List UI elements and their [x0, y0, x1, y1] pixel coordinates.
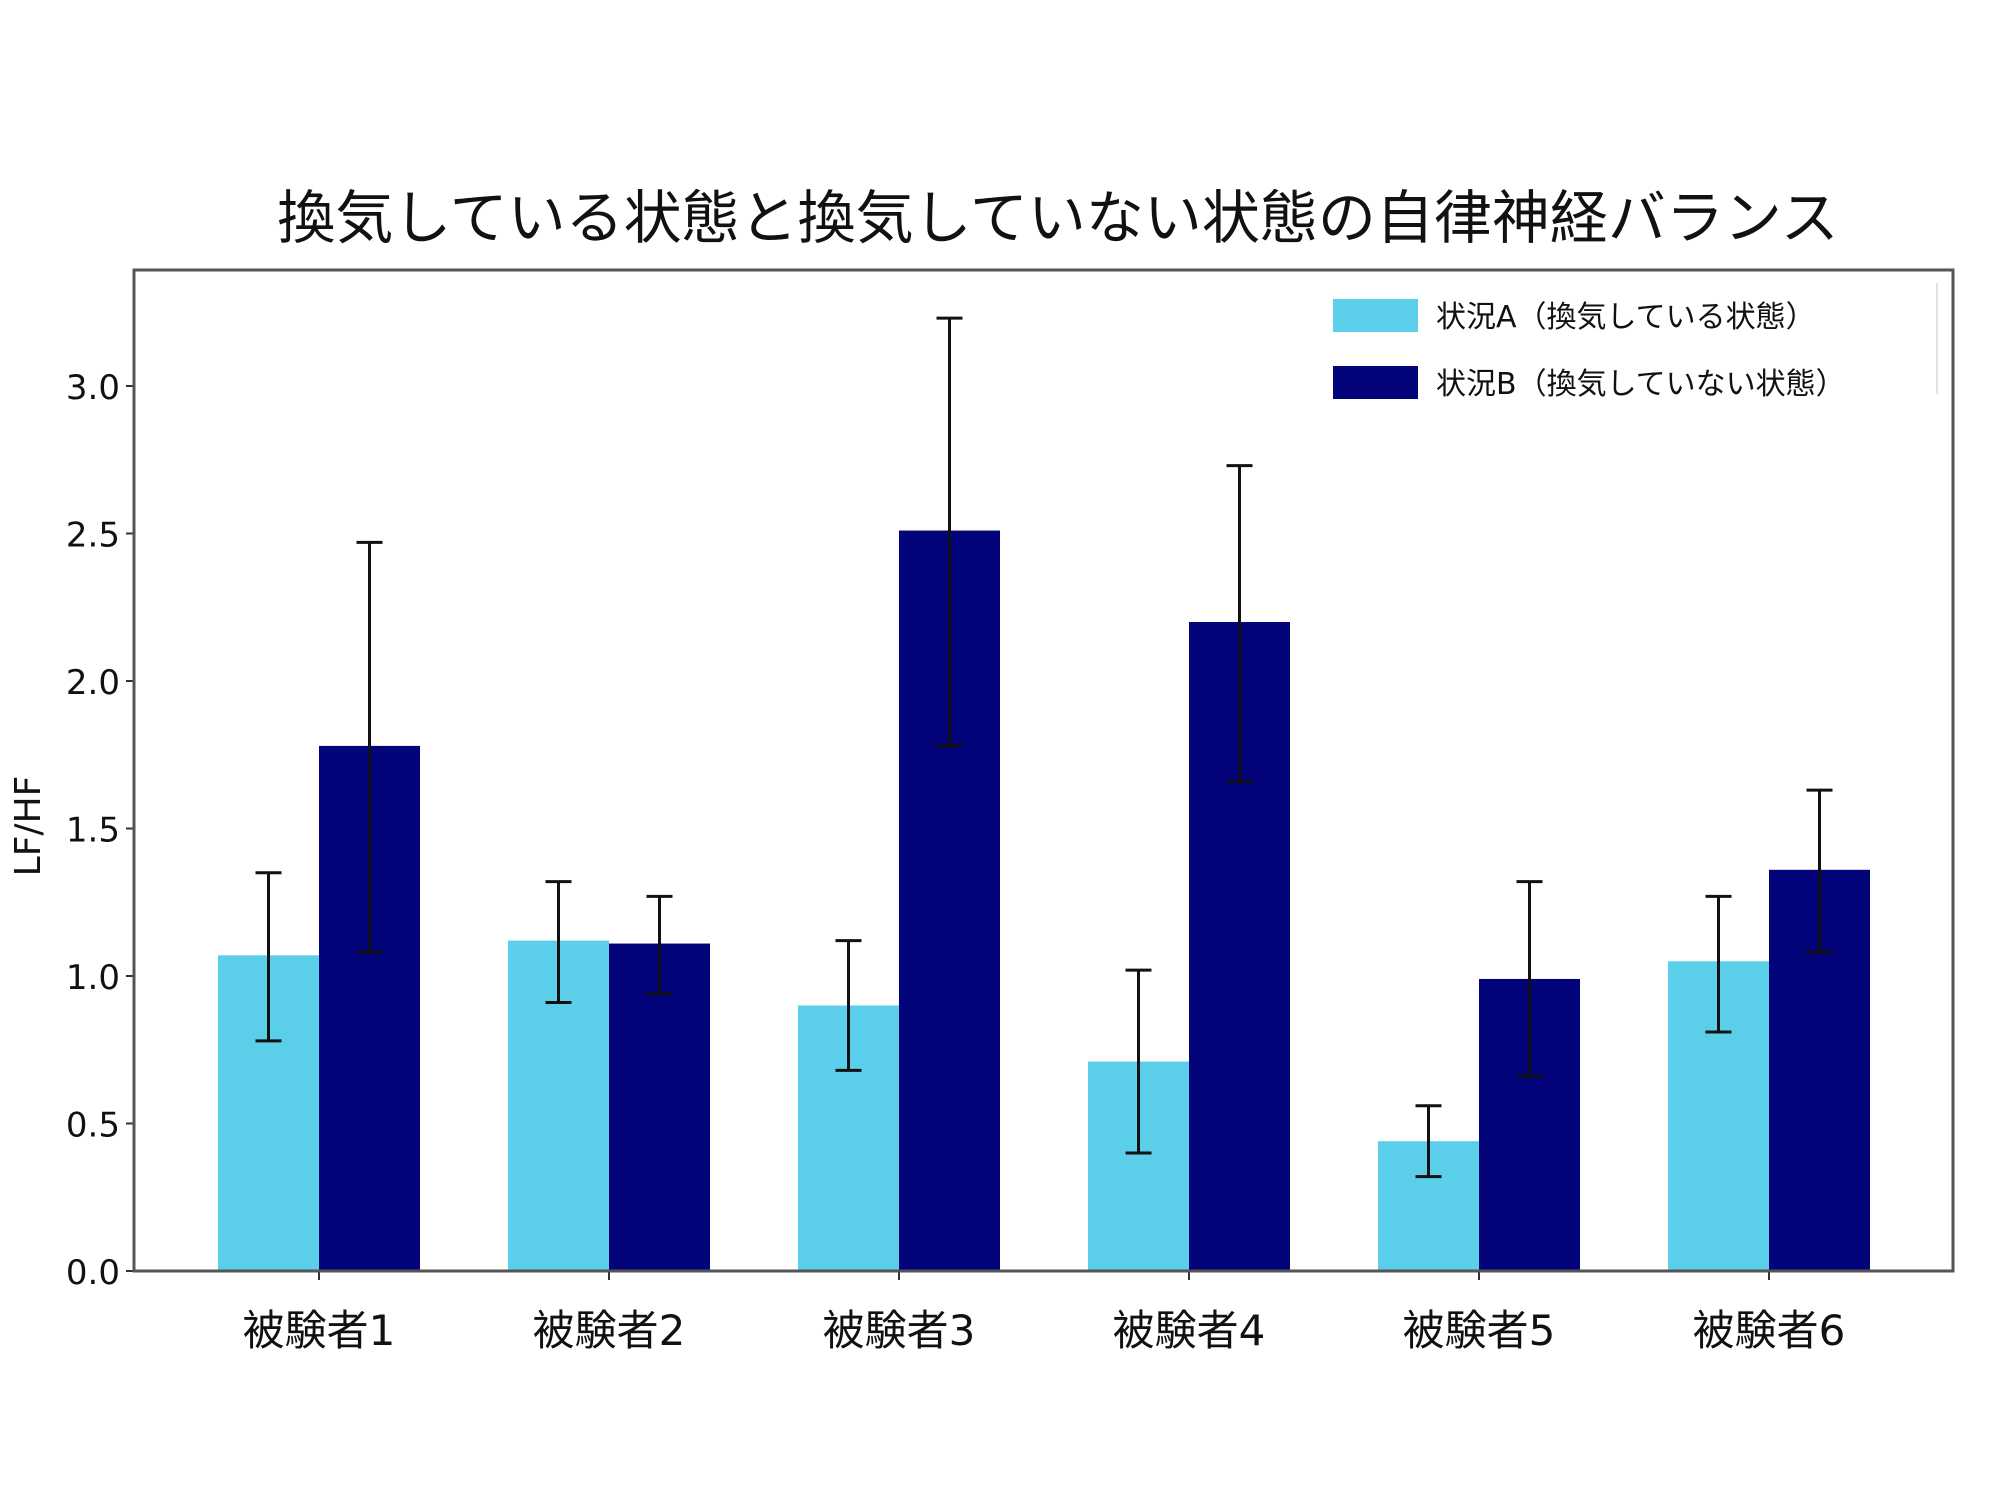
- x-tick-label: 被験者1: [243, 1306, 396, 1355]
- legend-label: 状況A（換気している状態）: [1436, 300, 1816, 335]
- x-tick-label: 被験者4: [1113, 1306, 1266, 1355]
- legend: 状況A（換気している状態） 状況B（換気していない状態）: [1333, 283, 1938, 402]
- y-tick-label: 1.0: [66, 958, 120, 998]
- y-tick-label: 0.5: [66, 1106, 120, 1146]
- x-tick-label: 被験者3: [823, 1306, 976, 1355]
- plot-area: 0.0 0.5 1.0 1.5 2.0 2.5 3.0 被験者1 被験者2 被験者3 被験者4 被験者…: [66, 268, 1955, 1355]
- y-tick-label: 2.0: [66, 663, 120, 703]
- y-tick-label: 1.5: [66, 811, 120, 851]
- y-tick-label: 0.0: [66, 1253, 120, 1293]
- legend-label: 状況B（換気していない状態）: [1436, 367, 1846, 402]
- y-axis-label: LF/HF: [8, 776, 49, 877]
- legend-swatch: [1333, 299, 1418, 332]
- x-tick-label: 被験者5: [1403, 1306, 1556, 1355]
- bar-b-2: [609, 943, 710, 1271]
- y-tick-label: 2.5: [66, 516, 120, 556]
- x-tick-label: 被験者2: [533, 1306, 686, 1355]
- y-tick-label: 3.0: [66, 368, 120, 408]
- plot-frame: [132, 268, 1955, 1273]
- chart-title: 換気している状態と換気していない状態の自律神経バランス: [277, 184, 1838, 252]
- x-tick-label: 被験者6: [1693, 1306, 1846, 1355]
- legend-swatch: [1333, 366, 1418, 399]
